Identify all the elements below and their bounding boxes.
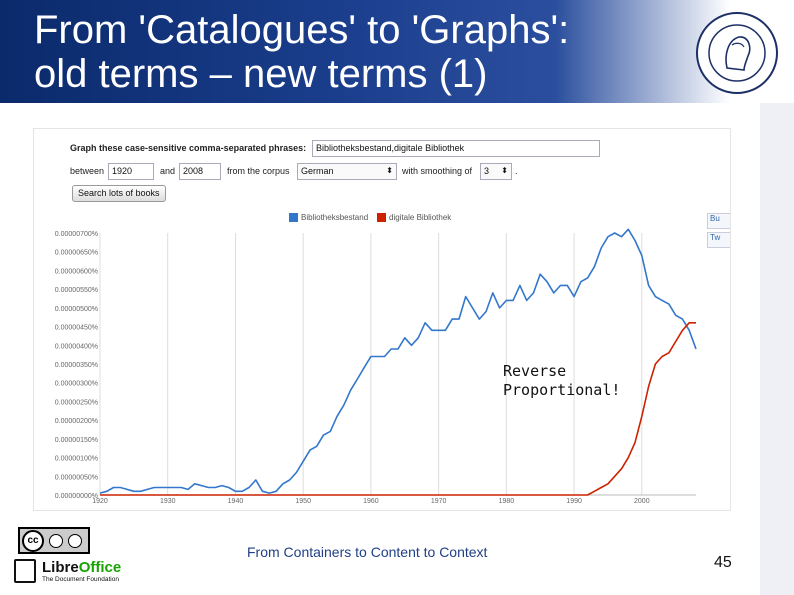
libreoffice-wordmark: LibreOffice [42,559,122,576]
y-tick-label: 0.00000550% [55,287,98,294]
legend-entry-digitale-bibliothek: digitale Bibliothek [377,213,451,222]
y-tick-label: 0.00000500% [55,306,98,313]
y-tick-label: 0.00000600% [55,268,98,275]
x-tick-label: 1940 [228,498,244,505]
right-decoration-strip [760,103,794,595]
by-icon [49,533,63,548]
slide-title: From 'Catalogues' to 'Graphs': old terms… [34,8,569,96]
libreoffice-logo: LibreOffice The Document Foundation [12,557,130,585]
annotation-line-1: Reverse [503,362,567,380]
title-bar: From 'Catalogues' to 'Graphs': old terms… [0,0,794,103]
period-label: . [515,166,518,176]
share-button-bu[interactable]: Bu [707,213,730,229]
creative-commons-badge: cc [18,527,90,554]
y-tick-label: 0.00000700% [55,231,98,238]
legend-entry-bibliotheksbestand: Bibliotheksbestand [289,213,368,222]
y-tick-label: 0.00000300% [55,381,98,388]
phrases-label: Graph these case-sensitive comma-separat… [70,143,307,153]
share-button-tw[interactable]: Tw [707,232,730,248]
y-tick-label: 0.00000050% [55,474,98,481]
smoothing-select[interactable]: 3 ⬍ [480,163,512,180]
y-tick-label: 0.00000450% [55,325,98,332]
libreoffice-mark-icon [14,559,36,583]
x-tick-label: 1970 [431,498,447,505]
x-tick-label: 1960 [363,498,379,505]
y-tick-label: 0.00000250% [55,399,98,406]
select-arrows-icon: ⬍ [386,166,393,175]
y-tick-label: 0.00000350% [55,362,98,369]
y-tick-label: 0.00000150% [55,437,98,444]
x-tick-label: 1980 [499,498,515,505]
y-tick-label: 0.00000200% [55,418,98,425]
title-line-1: From 'Catalogues' to 'Graphs': [34,8,570,52]
chart-annotation: Reverse Proportional! [503,362,620,400]
corpus-select[interactable]: German ⬍ [297,163,397,180]
series-line-bibliotheksbestand [99,228,697,494]
y-tick-label: 0.00000000% [55,493,98,500]
legend-swatch-red [377,213,386,222]
title-line-2: old terms – new terms (1) [34,52,488,96]
page-number: 45 [714,554,732,571]
corpus-label: from the corpus [227,166,290,176]
search-lots-of-books-button[interactable]: Search lots of books [72,185,166,202]
university-seal-icon [696,12,778,94]
x-tick-label: 2000 [634,498,650,505]
select-arrows-icon: ⬍ [501,166,508,175]
corpus-value: German [301,166,334,176]
year-from-input[interactable]: 1920 [108,163,154,180]
x-tick-label: 1930 [160,498,176,505]
ngram-viewer-screenshot: Graph these case-sensitive comma-separat… [33,128,731,511]
x-tick-label: 1990 [566,498,582,505]
smoothing-value: 3 [484,166,490,176]
phrases-input[interactable]: Bibliotheksbestand,digitale Bibliothek [312,140,600,157]
x-tick-label: 1950 [295,498,311,505]
libreoffice-tagline: The Document Foundation [42,576,119,583]
y-tick-label: 0.00000400% [55,343,98,350]
x-tick-label: 1920 [92,498,108,505]
sa-icon [68,533,82,548]
year-to-input[interactable]: 2008 [179,163,221,180]
and-label: and [160,166,176,176]
series-line-digitale-bibliothek [100,322,696,496]
y-tick-label: 0.00000650% [55,250,98,257]
ngram-line-chart: 1920 1930 1940 1950 1960 1970 1980 1990 2000 0.00… [55,228,697,505]
y-tick-label: 0.00000100% [55,456,98,463]
legend-swatch-blue [289,213,298,222]
smoothing-label: with smoothing of [402,166,473,176]
between-label: between [70,166,105,176]
cc-icon: cc [22,529,44,552]
slide-footer: From Containers to Content to Context [247,544,488,560]
annotation-line-2: Proportional! [503,381,621,399]
